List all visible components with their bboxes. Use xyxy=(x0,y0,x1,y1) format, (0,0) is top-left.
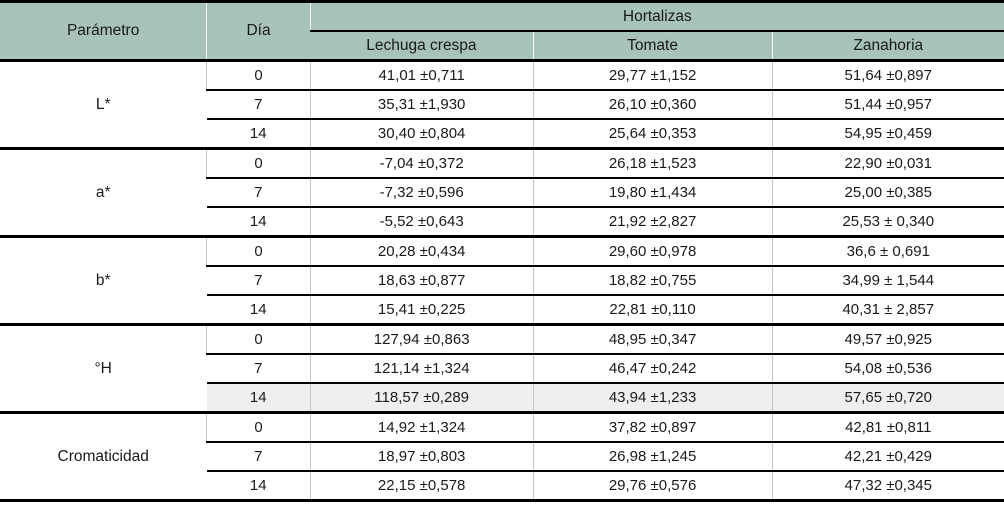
cell-value: 30,40 ±0,804 xyxy=(309,118,534,149)
table-row: 14 30,40 ±0,804 25,64 ±0,353 54,95 ±0,45… xyxy=(0,118,1004,149)
cell-value: -7,04 ±0,372 xyxy=(309,147,534,178)
cell-value: 18,82 ±0,755 xyxy=(532,265,773,295)
cell-value: 43,94 ±1,233 xyxy=(532,382,773,413)
cell-day: 7 xyxy=(206,265,311,295)
cell-value: 29,76 ±0,576 xyxy=(532,470,773,501)
cell-value: 25,64 ±0,353 xyxy=(532,118,773,149)
cell-value: 118,57 ±0,289 xyxy=(309,382,534,413)
cell-value: 37,82 ±0,897 xyxy=(532,411,773,442)
header-zanahoria: Zanahoria xyxy=(771,31,1004,62)
cell-value: 15,41 ±0,225 xyxy=(309,294,534,325)
cell-value: 29,77 ±1,152 xyxy=(532,59,773,90)
table-row: 14 15,41 ±0,225 22,81 ±0,110 40,31 ± 2,8… xyxy=(0,294,1004,325)
cell-value: -7,32 ±0,596 xyxy=(309,177,534,207)
cell-value: 42,21 ±0,429 xyxy=(771,441,1004,471)
param-label-a: a* xyxy=(0,147,207,237)
table-row-highlighted: 14 118,57 ±0,289 43,94 ±1,233 57,65 ±0,7… xyxy=(0,382,1004,413)
cell-value: 35,31 ±1,930 xyxy=(309,89,534,119)
cell-day: 0 xyxy=(206,323,311,354)
cell-value: 22,90 ±0,031 xyxy=(771,147,1004,178)
cell-value: 46,47 ±0,242 xyxy=(532,353,773,383)
header-lechuga-crespa: Lechuga crespa xyxy=(310,31,534,62)
cell-day: 14 xyxy=(206,206,311,237)
table-row: Cromaticidad 0 14,92 ±1,324 37,82 ±0,897… xyxy=(0,411,1004,501)
cell-value: 51,64 ±0,897 xyxy=(771,59,1004,90)
param-label-b: b* xyxy=(0,235,207,325)
cell-day: 0 xyxy=(206,235,311,266)
cell-value: 48,95 ±0,347 xyxy=(532,323,773,354)
cell-value: -5,52 ±0,643 xyxy=(309,206,534,237)
table-body: L* 0 41,01 ±0,711 29,77 ±1,152 51,64 ±0,… xyxy=(0,59,1004,501)
table-row: 7 18,63 ±0,877 18,82 ±0,755 34,99 ± 1,54… xyxy=(0,265,1004,295)
cell-value: 42,81 ±0,811 xyxy=(771,411,1004,442)
table-row: 14 -5,52 ±0,643 21,92 ±2,827 25,53 ± 0,3… xyxy=(0,206,1004,237)
table-header: Parámetro Día Hortalizas Lechuga crespa … xyxy=(0,1,1004,62)
cell-day: 14 xyxy=(206,382,311,413)
table-row: 7 35,31 ±1,930 26,10 ±0,360 51,44 ±0,957 xyxy=(0,89,1004,119)
cell-day: 0 xyxy=(206,411,311,442)
cell-value: 54,08 ±0,536 xyxy=(771,353,1004,383)
table-row: 14 22,15 ±0,578 29,76 ±0,576 47,32 ±0,34… xyxy=(0,470,1004,501)
header-parametro: Parámetro xyxy=(0,1,207,61)
table-row: °H 0 127,94 ±0,863 48,95 ±0,347 49,57 ±0… xyxy=(0,323,1004,413)
cell-value: 25,53 ± 0,340 xyxy=(771,206,1004,237)
cell-value: 57,65 ±0,720 xyxy=(771,382,1004,413)
cell-day: 7 xyxy=(206,89,311,119)
table-row: 7 18,97 ±0,803 26,98 ±1,245 42,21 ±0,429 xyxy=(0,441,1004,471)
param-label-hue: °H xyxy=(0,323,207,413)
cell-value: 18,97 ±0,803 xyxy=(309,441,534,471)
cell-value: 127,94 ±0,863 xyxy=(309,323,534,354)
cell-day: 14 xyxy=(206,294,311,325)
cell-day: 7 xyxy=(206,177,311,207)
cell-value: 20,28 ±0,434 xyxy=(309,235,534,266)
cell-value: 47,32 ±0,345 xyxy=(771,470,1004,501)
header-dia: Día xyxy=(206,1,311,61)
table-row: 7 -7,32 ±0,596 19,80 ±1,434 25,00 ±0,385 xyxy=(0,177,1004,207)
cell-day: 14 xyxy=(206,470,311,501)
cell-value: 19,80 ±1,434 xyxy=(532,177,773,207)
cell-day: 0 xyxy=(206,147,311,178)
cell-value: 49,57 ±0,925 xyxy=(771,323,1004,354)
cell-day: 7 xyxy=(206,353,311,383)
cell-value: 54,95 ±0,459 xyxy=(771,118,1004,149)
cell-value: 26,10 ±0,360 xyxy=(532,89,773,119)
table-row: b* 0 20,28 ±0,434 29,60 ±0,978 36,6 ± 0,… xyxy=(0,235,1004,325)
cell-value: 34,99 ± 1,544 xyxy=(771,265,1004,295)
cell-value: 14,92 ±1,324 xyxy=(309,411,534,442)
cell-value: 26,18 ±1,523 xyxy=(532,147,773,178)
param-label-cromaticidad: Cromaticidad xyxy=(0,411,207,501)
cell-day: 7 xyxy=(206,441,311,471)
param-label-L: L* xyxy=(0,59,207,149)
cell-value: 29,60 ±0,978 xyxy=(532,235,773,266)
cell-value: 21,92 ±2,827 xyxy=(532,206,773,237)
header-tomate: Tomate xyxy=(532,31,773,62)
cell-value: 22,15 ±0,578 xyxy=(309,470,534,501)
cell-value: 51,44 ±0,957 xyxy=(771,89,1004,119)
cell-day: 14 xyxy=(206,118,311,149)
table-row: L* 0 41,01 ±0,711 29,77 ±1,152 51,64 ±0,… xyxy=(0,59,1004,149)
cell-day: 0 xyxy=(206,59,311,90)
header-hortalizas-group: Hortalizas xyxy=(309,1,1004,32)
cell-value: 18,63 ±0,877 xyxy=(309,265,534,295)
cell-value: 25,00 ±0,385 xyxy=(771,177,1004,207)
cell-value: 36,6 ± 0,691 xyxy=(771,235,1004,266)
table-row: a* 0 -7,04 ±0,372 26,18 ±1,523 22,90 ±0,… xyxy=(0,147,1004,237)
cell-value: 41,01 ±0,711 xyxy=(309,59,534,90)
cell-value: 22,81 ±0,110 xyxy=(532,294,773,325)
cell-value: 121,14 ±1,324 xyxy=(309,353,534,383)
cell-value: 40,31 ± 2,857 xyxy=(771,294,1004,325)
cell-value: 26,98 ±1,245 xyxy=(532,441,773,471)
table-row: 7 121,14 ±1,324 46,47 ±0,242 54,08 ±0,53… xyxy=(0,353,1004,383)
